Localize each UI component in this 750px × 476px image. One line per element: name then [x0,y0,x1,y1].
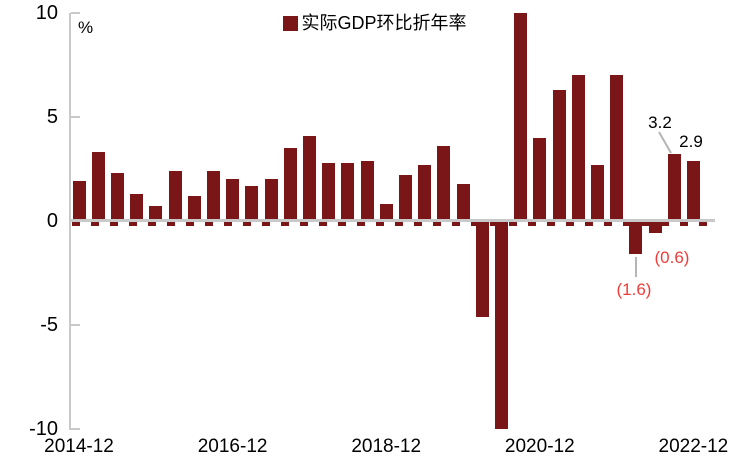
bar-2017-06 [264,179,278,221]
legend-label: 实际GDP环比折年率 [301,13,467,33]
legend: 实际GDP环比折年率 [0,14,750,32]
annotation-1.6: (1.6) [616,280,652,299]
x-tick-label-2018-12: 2018-12 [351,436,422,457]
y-tick [71,116,80,118]
bar-2016-12 [226,179,240,221]
bar-2015-06 [110,173,124,221]
y-tick [71,324,80,326]
x-tick-label-2014-12: 2014-12 [44,436,114,457]
x-tick-label-2020-12: 2020-12 [504,436,575,457]
bar-2018-12 [379,204,393,221]
bar-2019-03 [398,175,412,221]
bar-2021-12 [610,75,624,221]
y-tick-label: -5 [40,314,58,336]
zero-dashed-line [72,222,715,226]
bar-2017-09 [283,148,297,221]
y-tick-label: 0 [46,210,58,232]
bar-2018-03 [322,162,336,221]
bar-2022-09 [667,154,681,221]
bar-2016-03 [168,171,182,221]
plot-area [70,13,715,429]
annotation-3.2: 3.2 [648,113,672,132]
bar-2021-06 [571,75,585,221]
y-tick-label: 10 [35,2,58,24]
bar-2017-12 [302,135,316,221]
annotation-2.9: 2.9 [679,132,703,151]
y-axis-unit-label: % [78,18,94,37]
y-tick-label: 5 [46,106,58,128]
bar-2021-09 [590,164,604,221]
bar-2015-09 [130,193,144,221]
bar-2019-06 [418,164,432,221]
bar-2019-12 [456,183,470,221]
bar-2016-06 [187,196,201,221]
bar-2018-09 [360,160,374,221]
bar-2019-09 [437,146,451,221]
legend-swatch-icon [283,15,299,31]
bar-2022-03 [629,221,643,255]
x-tick-label-2022-12: 2022-12 [658,436,729,457]
bar-2020-03 [475,221,489,317]
y-tick [71,428,80,430]
y-tick-label: -10 [29,418,58,440]
bar-2020-09 [514,13,528,221]
bar-2017-03 [245,185,259,221]
bar-2020-12 [533,137,547,221]
bar-2015-03 [91,152,105,221]
annotation-0.6: (0.6) [654,248,690,267]
bar-2016-09 [206,171,220,221]
y-tick [71,12,80,14]
bar-2018-06 [341,162,355,221]
bar-2021-03 [552,89,566,221]
bar-2020-06 [494,221,508,429]
x-tick-label-2016-12: 2016-12 [197,436,268,457]
bar-2014-12 [72,181,86,221]
bar-2022-12 [686,160,700,221]
bar-2015-12 [149,206,163,221]
zero-baseline [70,219,715,222]
